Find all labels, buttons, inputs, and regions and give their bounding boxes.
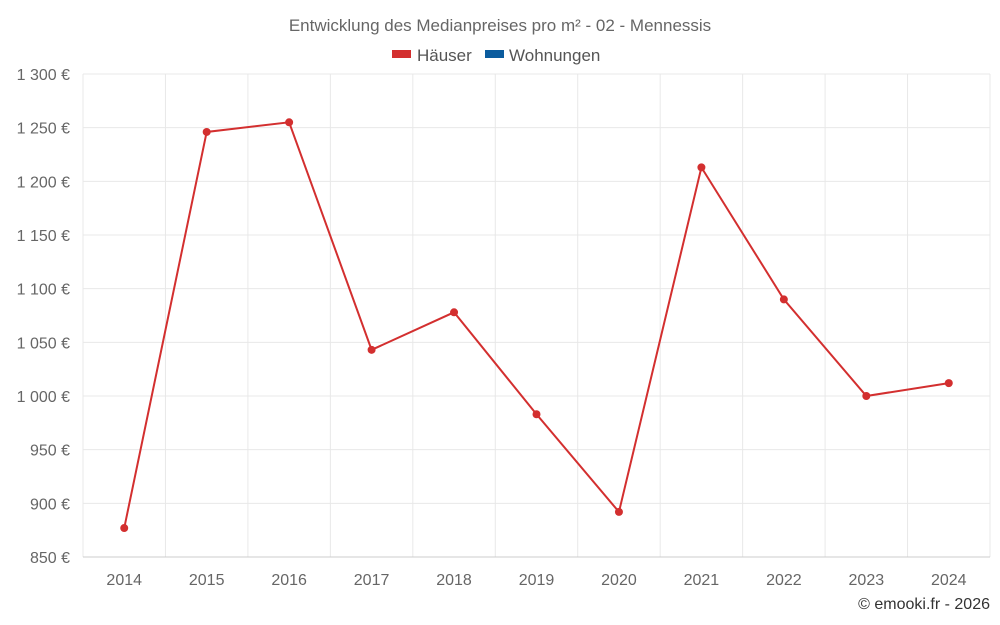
x-tick-label: 2014 — [106, 572, 142, 589]
data-point[interactable] — [944, 379, 953, 388]
x-tick-label: 2018 — [436, 572, 472, 589]
x-tick-label: 2019 — [519, 572, 555, 589]
legend-swatch — [392, 50, 411, 58]
legend-label[interactable]: Wohnungen — [509, 46, 600, 65]
data-point[interactable] — [202, 127, 211, 136]
data-point[interactable] — [779, 295, 788, 304]
legend-swatch — [485, 50, 504, 58]
data-point[interactable] — [862, 392, 871, 400]
x-tick-label: 2021 — [684, 572, 720, 589]
grid — [82, 73, 991, 557]
chart-title: Entwicklung des Medianpreises pro m² - 0… — [289, 16, 711, 35]
data-point[interactable] — [285, 118, 294, 127]
data-point[interactable] — [120, 524, 129, 533]
data-point[interactable] — [450, 308, 459, 317]
data-point[interactable] — [532, 410, 541, 419]
copyright-credit: © emooki.fr - 2026 — [858, 596, 990, 613]
data-point[interactable] — [614, 507, 623, 516]
y-tick-label: 900 € — [30, 496, 70, 513]
y-tick-label: 1 000 € — [17, 389, 70, 406]
x-tick-label: 2023 — [849, 572, 885, 589]
x-tick-label: 2020 — [601, 572, 637, 589]
y-tick-label: 1 150 € — [17, 228, 70, 245]
y-tick-label: 1 250 € — [17, 121, 70, 138]
data-point[interactable] — [697, 163, 706, 172]
x-tick-label: 2022 — [766, 572, 802, 589]
legend: Häuser Wohnungen — [392, 46, 600, 65]
y-tick-label: 1 100 € — [17, 282, 70, 299]
series-layer — [120, 118, 953, 533]
legend-label[interactable]: Häuser — [417, 46, 472, 65]
x-tick-label: 2016 — [271, 572, 307, 589]
y-tick-label: 1 300 € — [17, 67, 70, 84]
y-tick-label: 850 € — [30, 550, 70, 567]
axes: 850 € 900 € 950 € 1 000 € 1 050 € 1 100 € 1 15… — [17, 67, 990, 589]
x-tick-label: 2024 — [931, 572, 967, 589]
y-tick-label: 1 050 € — [17, 335, 70, 352]
y-tick-label: 950 € — [30, 443, 70, 460]
data-point[interactable] — [367, 345, 376, 354]
x-tick-label: 2017 — [354, 572, 390, 589]
y-tick-label: 1 200 € — [17, 174, 70, 191]
x-tick-label: 2015 — [189, 572, 225, 589]
